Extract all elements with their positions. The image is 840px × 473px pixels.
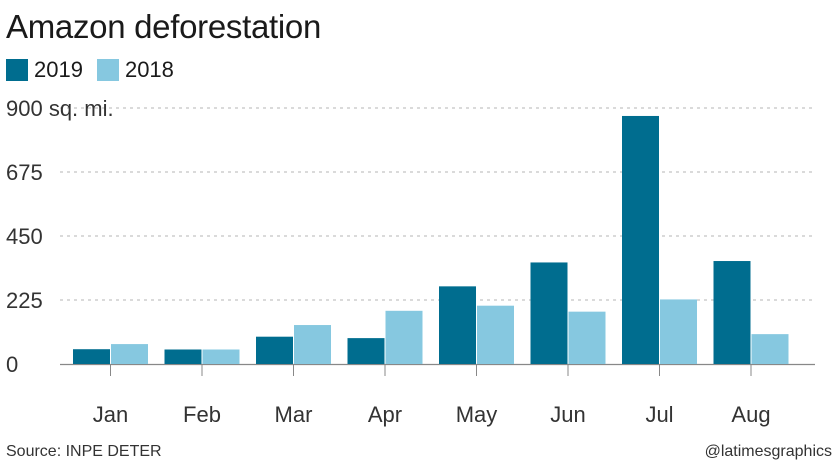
bar-2018-feb bbox=[202, 349, 240, 364]
x-tick-label: Aug bbox=[731, 402, 770, 427]
bar-2019-jan bbox=[73, 349, 110, 364]
bar-2018-jan bbox=[111, 344, 148, 364]
bar-2019-jul bbox=[622, 115, 659, 364]
y-tick-label: 225 bbox=[6, 288, 43, 313]
bar-2019-feb bbox=[164, 349, 202, 364]
legend-swatch-2018 bbox=[96, 59, 119, 81]
legend: 2019 2018 bbox=[6, 57, 188, 83]
y-tick-label: 450 bbox=[6, 224, 43, 249]
x-tick-label: Jan bbox=[93, 402, 128, 427]
x-tick-label: Jun bbox=[550, 402, 585, 427]
source-note: Source: INPE DETER bbox=[6, 443, 162, 460]
bar-2018-mar bbox=[294, 325, 331, 364]
bar-2019-aug bbox=[713, 261, 751, 364]
x-tick-label: Feb bbox=[183, 402, 221, 427]
bar-2018-aug bbox=[751, 334, 789, 364]
bar-chart: 0 225 450 675 900 sq. mi. Jan Feb Mar Apr May Jun J… bbox=[6, 96, 815, 427]
legend-label-2019: 2019 bbox=[34, 57, 83, 82]
x-tick-label: Jul bbox=[645, 402, 673, 427]
y-tick-label: 900 sq. mi. bbox=[6, 96, 114, 121]
x-tick-label: Apr bbox=[368, 402, 402, 427]
bar-2018-jul bbox=[660, 299, 697, 364]
legend-swatch-2019 bbox=[6, 59, 28, 81]
bar-2019-jun bbox=[530, 262, 568, 364]
bar-2019-mar bbox=[256, 336, 293, 364]
credit-note: @latimesgraphics bbox=[704, 443, 832, 460]
bar-2018-jun bbox=[568, 311, 606, 364]
bar-2018-may bbox=[477, 305, 514, 364]
x-tick-label: May bbox=[456, 402, 498, 427]
y-tick-label: 0 bbox=[6, 352, 18, 377]
y-tick-label: 675 bbox=[6, 160, 43, 185]
x-tick-label: Mar bbox=[275, 402, 313, 427]
bar-2019-apr bbox=[347, 338, 385, 364]
bar-2018-apr bbox=[385, 310, 423, 364]
legend-item-2018: 2018 bbox=[96, 57, 174, 83]
legend-item-2019: 2019 bbox=[6, 57, 83, 83]
legend-label-2018: 2018 bbox=[124, 57, 174, 82]
bar-2019-may bbox=[439, 286, 476, 364]
chart-title: Amazon deforestation bbox=[6, 8, 322, 45]
